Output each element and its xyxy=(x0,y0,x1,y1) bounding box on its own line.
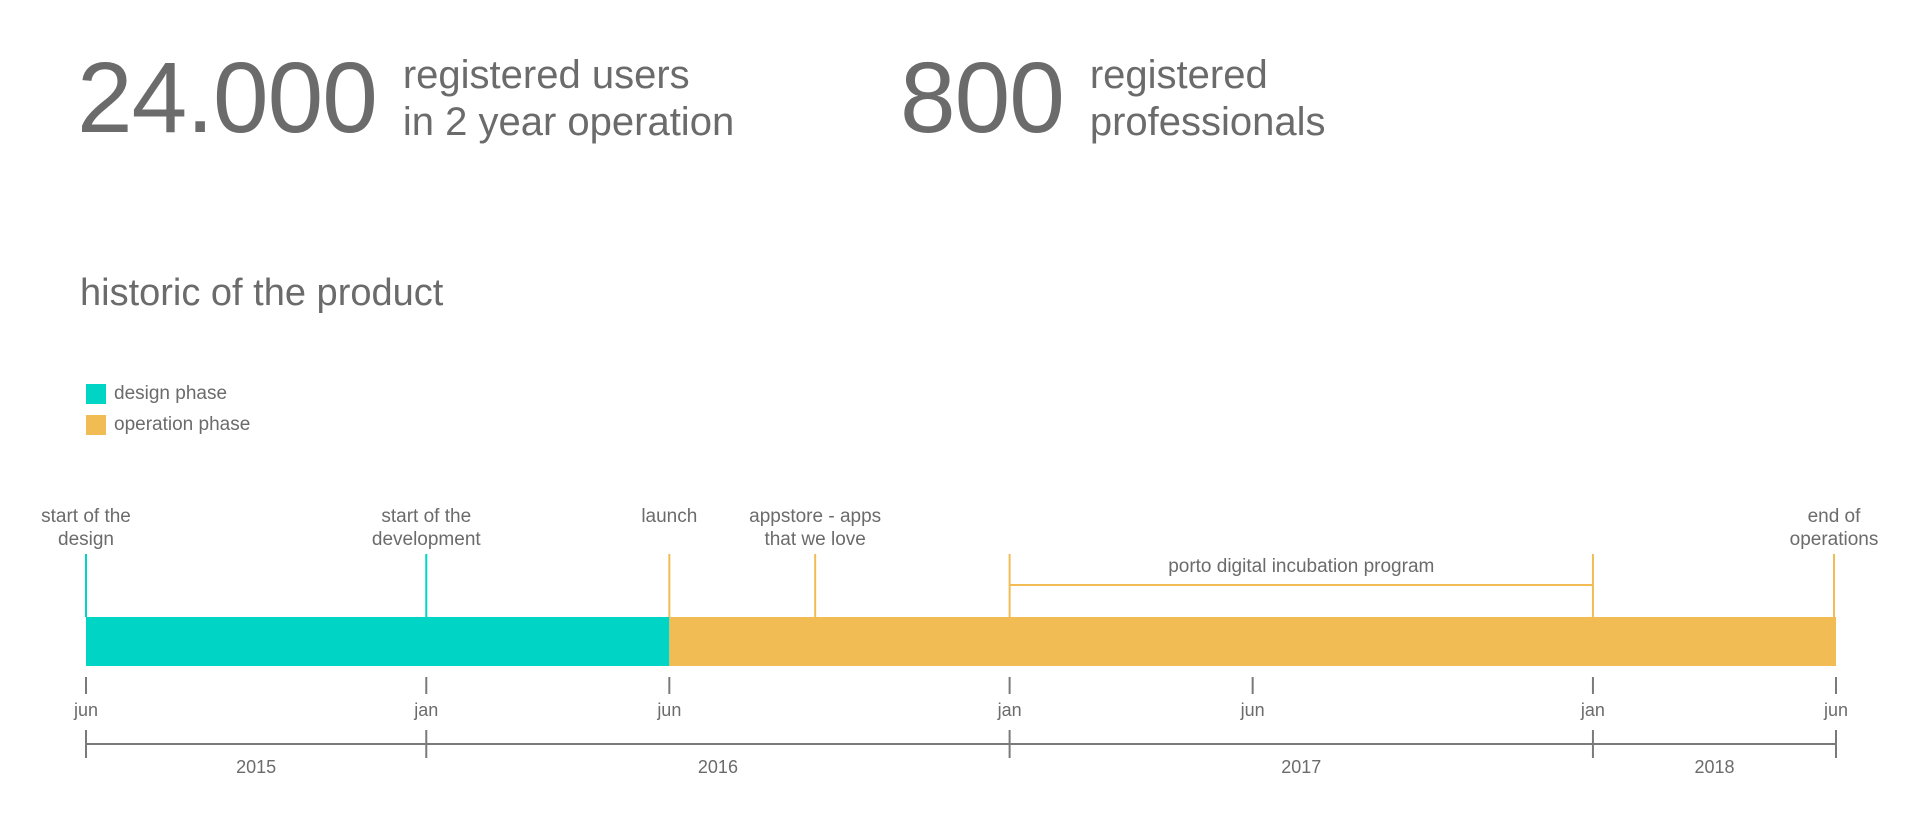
year-label: 2017 xyxy=(1281,757,1321,777)
milestone-label: operations xyxy=(1790,529,1879,550)
milestone-label: appstore - apps xyxy=(749,506,881,527)
stat-description-line: registered users xyxy=(402,53,690,97)
month-tick-label: jun xyxy=(1823,700,1848,720)
stat-description-line: registered xyxy=(1089,53,1268,97)
stat-number: 800 xyxy=(900,42,1065,154)
program-label: porto digital incubation program xyxy=(1168,556,1434,577)
legend-item-design: design phase xyxy=(86,378,250,409)
legend-label: design phase xyxy=(114,382,228,404)
year-label: 2015 xyxy=(236,757,276,777)
month-tick-label: jun xyxy=(73,700,98,720)
milestone-label: end of xyxy=(1808,506,1862,527)
stat-registered-users: 24.000 registered users in 2 year operat… xyxy=(77,46,734,150)
legend: design phase operation phase xyxy=(86,378,250,440)
stat-description: registered users in 2 year operation xyxy=(403,52,734,146)
phase-bar-operation xyxy=(669,617,1837,666)
month-tick-label: jan xyxy=(1580,700,1605,720)
milestone-label: design xyxy=(58,529,114,550)
legend-swatch-design xyxy=(86,383,106,404)
milestone-label: start of the xyxy=(381,506,471,527)
stat-number: 24.000 xyxy=(77,42,378,154)
legend-swatch-operation xyxy=(86,414,106,435)
month-tick-label: jun xyxy=(656,700,681,720)
month-tick-label: jun xyxy=(1240,700,1265,720)
year-label: 2016 xyxy=(698,757,738,777)
stat-description: registered professionals xyxy=(1090,52,1326,146)
stat-description-line: in 2 year operation xyxy=(402,100,735,144)
milestone-label: development xyxy=(372,529,482,550)
month-tick-label: jan xyxy=(413,700,438,720)
phase-bar-design xyxy=(86,617,670,666)
milestone-label: that we love xyxy=(764,529,865,550)
legend-label: operation phase xyxy=(114,413,251,435)
milestone-label: start of the xyxy=(41,506,131,527)
year-label: 2018 xyxy=(1694,757,1734,777)
stat-registered-professionals: 800 registered professionals xyxy=(900,46,1326,150)
section-title: historic of the product xyxy=(80,272,444,314)
milestone-label: launch xyxy=(641,506,697,527)
legend-item-operation: operation phase xyxy=(86,409,250,440)
stat-description-line: professionals xyxy=(1089,100,1326,144)
month-tick-label: jan xyxy=(997,700,1022,720)
